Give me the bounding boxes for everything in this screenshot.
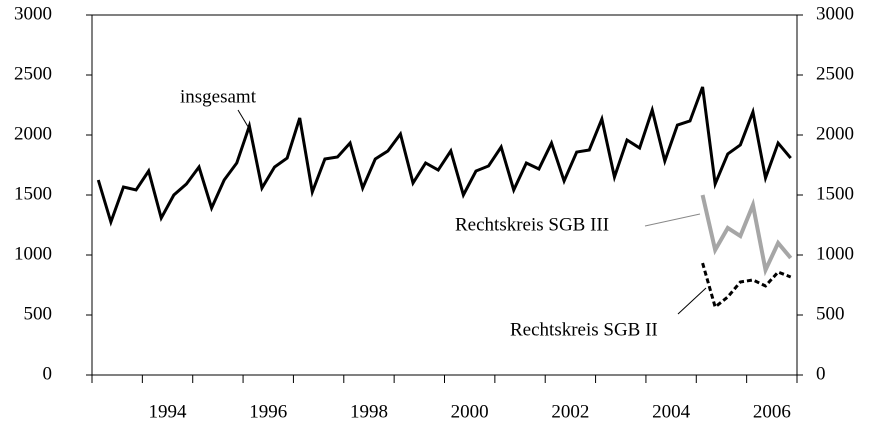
x-tick-label: 1994 [149, 401, 188, 422]
x-tick-label: 2000 [451, 401, 489, 422]
y2-tick-label: 2000 [816, 123, 854, 144]
y-tick-label: 2500 [14, 63, 52, 84]
plot-frame [91, 14, 798, 376]
x-tick-label: 1996 [249, 401, 287, 422]
series-line [701, 262, 792, 310]
series-label: Rechtskreis SGB II [510, 319, 658, 340]
y-tick-label: 1000 [14, 243, 52, 264]
y-tick-label: 3000 [14, 3, 52, 24]
y2-tick-label: 3000 [816, 3, 854, 24]
series-line [700, 194, 793, 277]
y-tick-label: 2000 [14, 123, 52, 144]
y-tick-label: 500 [24, 303, 53, 324]
leader-line [644, 213, 701, 227]
series-label: insgesamt [180, 86, 257, 107]
series-line [96, 86, 792, 227]
series-label: Rechtskreis SGB III [455, 214, 609, 235]
y2-tick-label: 1500 [816, 183, 854, 204]
x-tick-label: 2006 [753, 401, 791, 422]
x-tick-label: 2002 [551, 401, 589, 422]
x-tick-label: 2004 [652, 401, 691, 422]
y2-tick-label: 0 [816, 363, 826, 384]
y-tick-label: 0 [43, 363, 53, 384]
y2-tick-label: 500 [816, 303, 845, 324]
y2-tick-label: 1000 [816, 243, 854, 264]
x-tick-label: 1998 [350, 401, 388, 422]
leader-line [677, 287, 707, 315]
y2-tick-label: 2500 [816, 63, 854, 84]
y-tick-label: 1500 [14, 183, 52, 204]
